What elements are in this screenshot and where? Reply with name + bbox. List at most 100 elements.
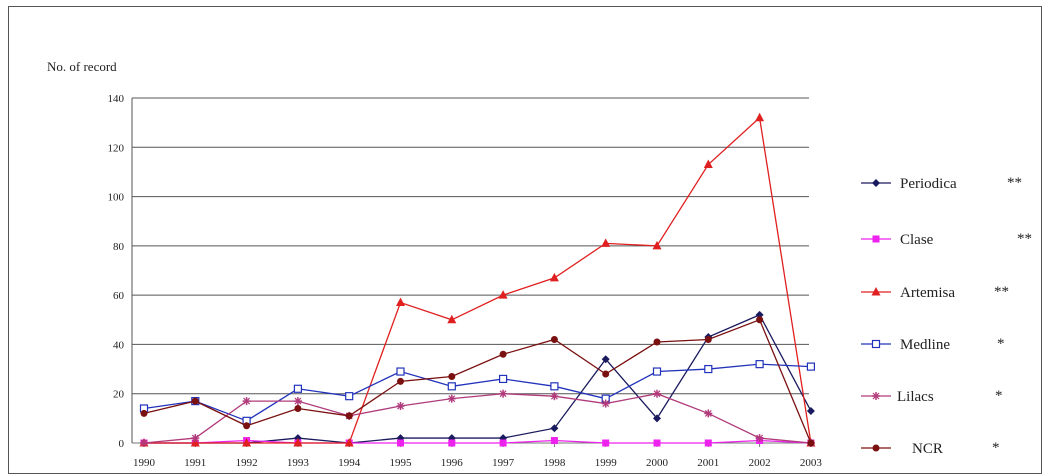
point-ncr-1993 [294, 405, 302, 412]
chart-frame: 0 20 40 60 80 100 120 140 1990 1991 1992 1993 1994 19… [8, 6, 1042, 474]
legend-mark-lilacs: * [995, 388, 1003, 404]
point-lilacs-1996 [447, 394, 456, 403]
x-tick-label-2003: 2003 [800, 457, 823, 469]
point-ncr-2003 [807, 439, 815, 447]
legend: Periodica **Clase **Artemisa **Medline *Lila… [861, 175, 1032, 457]
point-ncr-2000 [653, 338, 661, 346]
x-tick-label-1999: 1999 [595, 457, 618, 469]
y-tick-label-40: 40 [113, 339, 125, 351]
legend-item-artemisa: Artemisa ** [861, 284, 1009, 301]
point-medline-2003 [806, 362, 816, 371]
point-medline-1993 [293, 384, 302, 393]
series-medline [139, 360, 816, 425]
legend-label-periodica: Periodica [900, 176, 957, 192]
point-artemisa-1992 [242, 438, 252, 447]
point-periodica-2003 [806, 406, 815, 415]
gridlines [132, 97, 809, 444]
series-line-lilacs [143, 393, 811, 444]
line-chart: 0 20 40 60 80 100 120 140 1990 1991 1992 1993 1994 19… [47, 59, 1032, 469]
point-ncr-1996 [448, 372, 456, 380]
point-ncr-2002 [756, 316, 764, 324]
x-tick-label-1991: 1991 [184, 457, 206, 469]
legend-mark-clase: ** [1017, 231, 1032, 247]
point-ncr-1998 [550, 336, 558, 343]
legend-label-ncr: NCR [912, 441, 943, 457]
x-tick-label-1994: 1994 [338, 457, 361, 469]
series-line-periodica [144, 314, 812, 444]
legend-item-medline: Medline * [861, 336, 1005, 353]
point-artemisa-1995 [396, 297, 405, 307]
point-artemisa-1996 [447, 314, 457, 324]
x-tick-label-2000: 2000 [646, 457, 669, 469]
series-line-artemisa [144, 116, 812, 444]
x-tick-label-1998: 1998 [543, 457, 566, 469]
x-tick-label-1996: 1996 [441, 457, 464, 469]
x-tick-label-1995: 1995 [390, 457, 413, 469]
legend-marker-clase [872, 235, 880, 243]
point-lilacs-2001 [704, 409, 713, 418]
series-periodica [140, 310, 815, 447]
x-tick-label-2002: 2002 [749, 457, 771, 469]
point-medline-2002 [755, 360, 764, 369]
point-periodica-2000 [653, 414, 661, 423]
point-artemisa-1997 [498, 290, 508, 299]
point-ncr-1995 [397, 377, 404, 385]
point-lilacs-1990 [140, 439, 148, 447]
point-ncr-1991 [191, 397, 199, 405]
y-tick-label-100: 100 [108, 192, 125, 204]
series-lines [139, 112, 816, 447]
point-lilacs-1991 [191, 434, 200, 443]
legend-mark-artemisa: ** [994, 284, 1009, 300]
point-artemisa-2002 [755, 112, 765, 122]
point-lilacs-1998 [550, 392, 559, 401]
y-tick-label-60: 60 [113, 290, 125, 302]
point-ncr-1999 [602, 370, 610, 378]
point-clase-1997 [499, 439, 507, 447]
point-ncr-1994 [345, 412, 353, 420]
point-ncr-1992 [243, 422, 251, 430]
point-clase-1998 [550, 437, 558, 445]
x-tick-label-1990: 1990 [133, 457, 156, 469]
point-lilacs-2002 [755, 434, 764, 443]
point-periodica-2002 [755, 310, 764, 319]
x-tick-label-1993: 1993 [287, 457, 310, 469]
y-axis-label: No. of record [47, 59, 117, 74]
series-line-clase [144, 439, 811, 444]
point-medline-1997 [499, 374, 508, 384]
point-medline-2001 [704, 364, 713, 374]
point-medline-1998 [550, 382, 559, 391]
point-clase-1999 [602, 439, 610, 447]
point-artemisa-2000 [652, 240, 662, 250]
point-medline-2000 [652, 367, 662, 376]
point-medline-1994 [345, 392, 354, 401]
legend-marker-periodica [872, 179, 880, 187]
point-lilacs-1992 [242, 397, 251, 406]
point-periodica-1999 [601, 355, 610, 364]
point-lilacs-2000 [653, 389, 661, 398]
point-lilacs-1995 [396, 402, 405, 411]
legend-item-periodica: Periodica ** [861, 175, 1022, 192]
axes: 0 20 40 60 80 100 120 140 1990 1991 1992 1993 1994 19… [108, 93, 823, 469]
point-artemisa-1994 [344, 438, 354, 447]
legend-label-medline: Medline [900, 337, 950, 353]
legend-item-ncr: NCR * [861, 440, 1000, 457]
point-medline-1995 [396, 367, 405, 376]
legend-item-clase: Clase ** [861, 231, 1032, 248]
point-artemisa-1991 [190, 438, 200, 447]
legend-marker-medline [871, 339, 881, 349]
point-artemisa-1993 [293, 438, 303, 447]
point-ncr-1997 [499, 350, 507, 358]
point-lilacs-1997 [499, 389, 508, 398]
y-tick-label-20: 20 [113, 389, 125, 401]
y-tick-label-140: 140 [108, 93, 125, 105]
point-clase-2000 [653, 439, 661, 447]
legend-mark-medline: * [997, 336, 1005, 352]
y-tick-label-120: 120 [108, 142, 125, 154]
legend-mark-ncr: * [992, 440, 1000, 456]
x-tick-label-1992: 1992 [236, 457, 258, 469]
legend-marker-artemisa [871, 287, 881, 296]
legend-marker-lilacs [872, 392, 880, 400]
point-medline-1996 [447, 382, 456, 391]
point-clase-1995 [397, 439, 404, 447]
point-ncr-1990 [140, 409, 148, 417]
